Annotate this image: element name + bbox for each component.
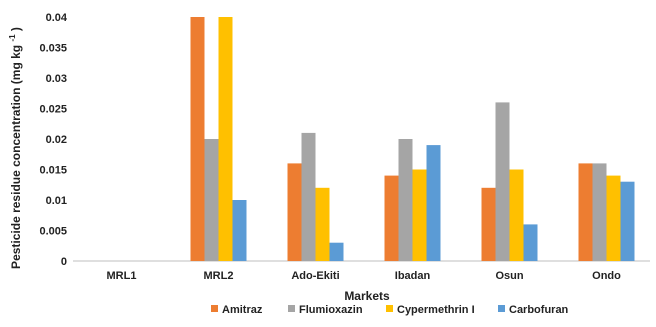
y-tick-label: 0.04	[46, 12, 68, 24]
legend-swatch	[288, 305, 295, 312]
legend-label: Flumioxazin	[299, 304, 363, 316]
bar	[329, 242, 344, 261]
y-axis-title: Pesticide residue concentration (mg kg -…	[4, 27, 23, 269]
bar	[384, 175, 399, 261]
y-tick-label: 0.02	[46, 134, 67, 146]
x-tick-label: MRL2	[204, 270, 234, 282]
y-tick-label: 0.025	[39, 104, 67, 116]
x-tick-label: MRL1	[107, 270, 137, 282]
bar	[190, 17, 205, 261]
x-tick-label: Ondo	[592, 270, 621, 282]
bar	[204, 139, 219, 261]
y-axis-title-text: Pesticide residue concentration (mg kg	[9, 45, 23, 269]
y-tick-label: 0.015	[39, 165, 67, 177]
bar	[495, 102, 510, 262]
legend: Amitraz Flumioxazin Cypermethrin I Carbofur…	[211, 304, 569, 316]
x-tick-label: Ado-Ekiti	[291, 270, 339, 282]
bars	[190, 17, 635, 262]
bar	[592, 163, 607, 261]
legend-swatch	[211, 305, 218, 312]
bar	[426, 145, 441, 261]
y-tick-label: 0.01	[46, 195, 67, 207]
bar	[481, 187, 496, 261]
bar	[301, 132, 316, 261]
legend-label: Cypermethrin I	[397, 304, 475, 316]
legend-label: Carbofuran	[509, 304, 569, 316]
bar	[398, 139, 413, 261]
bar	[287, 163, 302, 261]
y-tick-label: 0.005	[39, 226, 67, 238]
y-axis-title-superscript: -1	[8, 34, 17, 42]
bar	[315, 187, 330, 261]
legend-swatch	[386, 305, 393, 312]
bar	[578, 163, 593, 261]
y-axis-title-close: )	[9, 27, 23, 31]
labels: 0 0.005 0.01 0.015 0.02 0.025 0.03 0.035 0.04 MRL…	[39, 12, 621, 282]
bar	[606, 175, 621, 261]
bar	[232, 200, 247, 261]
y-tick-label: 0.03	[46, 73, 67, 85]
bar	[218, 17, 233, 261]
legend-swatch	[498, 305, 505, 312]
bar	[509, 169, 524, 261]
x-axis-title: Markets	[344, 289, 390, 303]
bar	[620, 181, 635, 261]
bar	[412, 169, 427, 261]
y-tick-label: 0	[61, 256, 67, 268]
bar	[523, 224, 538, 261]
x-tick-label: Ibadan	[395, 270, 431, 282]
legend-label: Amitraz	[222, 304, 263, 316]
x-tick-label: Osun	[495, 270, 523, 282]
y-tick-label: 0.035	[39, 43, 67, 55]
